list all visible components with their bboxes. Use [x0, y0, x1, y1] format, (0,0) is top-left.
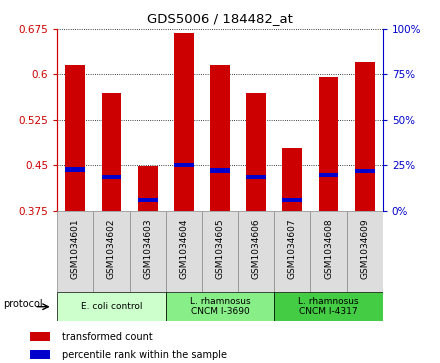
Bar: [274, 292, 383, 321]
Bar: [66, 167, 85, 172]
Title: GDS5006 / 184482_at: GDS5006 / 184482_at: [147, 12, 293, 25]
Bar: [274, 211, 311, 292]
Text: L. rhamnosus
CNCM I-4317: L. rhamnosus CNCM I-4317: [298, 297, 359, 317]
Bar: [138, 166, 158, 211]
Text: GSM1034607: GSM1034607: [288, 219, 297, 280]
Bar: [66, 65, 85, 211]
Bar: [57, 211, 93, 292]
Bar: [138, 197, 158, 202]
Bar: [174, 163, 194, 167]
Bar: [30, 350, 50, 359]
Text: GSM1034606: GSM1034606: [252, 219, 260, 280]
Text: GSM1034608: GSM1034608: [324, 219, 333, 280]
Text: percentile rank within the sample: percentile rank within the sample: [62, 350, 227, 360]
Bar: [311, 211, 347, 292]
Bar: [202, 211, 238, 292]
Bar: [102, 175, 121, 179]
Text: transformed count: transformed count: [62, 332, 152, 342]
Bar: [210, 168, 230, 173]
Text: GSM1034609: GSM1034609: [360, 219, 369, 280]
Text: GSM1034601: GSM1034601: [71, 219, 80, 280]
Bar: [319, 77, 338, 211]
Bar: [174, 33, 194, 211]
Bar: [166, 211, 202, 292]
Text: L. rhamnosus
CNCM I-3690: L. rhamnosus CNCM I-3690: [190, 297, 250, 317]
Bar: [246, 175, 266, 179]
Bar: [282, 148, 302, 211]
Bar: [238, 211, 274, 292]
Text: protocol: protocol: [3, 299, 43, 309]
Text: GSM1034602: GSM1034602: [107, 219, 116, 279]
Bar: [93, 211, 129, 292]
Bar: [166, 292, 274, 321]
Bar: [347, 211, 383, 292]
Bar: [57, 292, 166, 321]
Bar: [319, 173, 338, 177]
Text: E. coli control: E. coli control: [81, 302, 142, 311]
Text: GSM1034605: GSM1034605: [216, 219, 224, 280]
Bar: [246, 93, 266, 211]
Bar: [355, 169, 375, 174]
Bar: [282, 197, 302, 202]
Bar: [102, 93, 121, 211]
Bar: [210, 65, 230, 211]
Bar: [30, 332, 50, 341]
Text: GSM1034603: GSM1034603: [143, 219, 152, 280]
Bar: [129, 211, 166, 292]
Bar: [355, 62, 375, 211]
Text: GSM1034604: GSM1034604: [180, 219, 188, 279]
